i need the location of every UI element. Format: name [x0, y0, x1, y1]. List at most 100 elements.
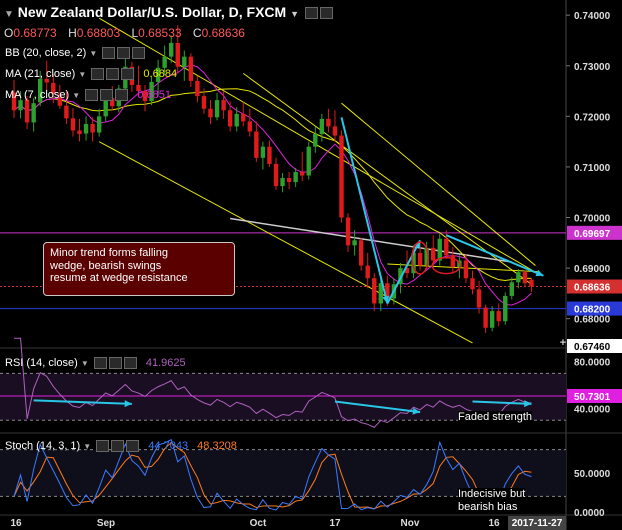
stoch-d-line	[13, 441, 532, 510]
x-current-date-bg	[508, 516, 566, 530]
candle-body	[345, 217, 351, 246]
symbol-menu-chevron-icon[interactable]: ▼	[290, 9, 299, 19]
ma21-line	[13, 88, 532, 282]
candle-body	[44, 78, 49, 83]
candle-body	[509, 282, 514, 296]
chevron-down-icon: ▼	[80, 359, 89, 368]
symbol-title: New Zealand Dollar/U.S. Dollar, D, FXCM	[17, 4, 287, 20]
x-current-date: 2017-11-27	[512, 518, 563, 529]
gear-icon[interactable]	[106, 68, 120, 81]
chevron-down-icon: ▼	[78, 70, 87, 79]
callout-line: Minor trend forms falling	[50, 247, 168, 259]
candle-body	[470, 278, 475, 290]
candle-body	[300, 171, 305, 176]
trend-line	[98, 141, 473, 344]
candle-body	[51, 82, 56, 95]
eye-icon[interactable]	[102, 47, 116, 60]
stoch-tick-label: 50.0000	[574, 469, 611, 480]
highlight-ellipse	[411, 241, 429, 275]
close-icon[interactable]	[132, 47, 146, 60]
settings-icon[interactable]	[304, 7, 318, 20]
candle-body	[227, 110, 233, 127]
chevron-down-icon: ▼	[72, 91, 81, 100]
candle-body	[24, 99, 30, 123]
bb-legend[interactable]: BB (20, close, 2) ▼	[5, 47, 146, 60]
rsi-arrow-head	[412, 407, 421, 415]
candle-body	[57, 94, 63, 106]
candle-body	[31, 103, 36, 123]
ma7-legend[interactable]: MA (7, close) ▼ 0.6851	[5, 89, 171, 102]
close-icon[interactable]	[123, 357, 137, 370]
candle-body	[155, 67, 161, 82]
gear-icon[interactable]	[117, 47, 131, 60]
candle-body	[378, 283, 383, 304]
rsi-legend[interactable]: RSI (14, close) ▼ 41.9625	[5, 357, 186, 370]
eye-icon[interactable]	[91, 68, 105, 81]
candle-body	[234, 113, 239, 127]
trend-arrow	[340, 117, 389, 304]
candle-body	[417, 252, 423, 266]
stoch-legend[interactable]: Stoch (14, 3, 1) ▼ 44.7043 48.3208	[5, 440, 237, 453]
add-scale-icon: +	[560, 337, 566, 349]
candle-body	[293, 171, 298, 183]
rsi-label: RSI (14, close)	[5, 357, 78, 369]
trend-arrow-head	[535, 269, 544, 277]
candle-body	[77, 130, 82, 135]
stoch-note: Indecisive but bearish bias	[458, 488, 526, 514]
candle-body	[90, 123, 95, 133]
price-label-bg	[567, 339, 622, 353]
trend-arrow	[386, 239, 421, 304]
candle-body	[136, 84, 141, 92]
y-tick-label: 0.74000	[574, 11, 611, 22]
eye-icon[interactable]	[85, 89, 99, 102]
callout-line: resume at wedge resistance	[50, 272, 188, 284]
candle-body	[516, 272, 521, 283]
candle-body	[411, 252, 416, 274]
ma21-value: 0.6884	[143, 68, 178, 80]
ohlc-open: 0.68773	[13, 26, 57, 40]
close-icon[interactable]	[121, 68, 135, 81]
price-label-bg	[567, 225, 622, 240]
candle-body	[162, 56, 167, 68]
candle-body	[188, 56, 194, 81]
candle-body	[280, 178, 285, 187]
candle-body	[365, 265, 370, 279]
rsi-note: Faded strength	[458, 411, 532, 423]
candle-body	[103, 98, 108, 117]
candle-body	[175, 42, 180, 67]
eye-icon[interactable]	[96, 440, 110, 453]
ma7-label: MA (7, close)	[5, 89, 70, 101]
ohlc-high-key: H	[68, 26, 77, 40]
candle-body	[424, 247, 429, 266]
eye-icon[interactable]	[93, 357, 107, 370]
y-tick-label: 0.73000	[574, 62, 611, 73]
stoch-label: Stoch (14, 3, 1)	[5, 440, 81, 452]
gear-icon[interactable]	[111, 440, 125, 453]
collapse-icon[interactable]: ▼	[4, 9, 14, 20]
stoch-tick-label: 0.0000	[574, 508, 605, 519]
x-tick-label: 16	[488, 518, 500, 529]
ma21-legend[interactable]: MA (21, close) ▼ 0.6884	[5, 68, 178, 81]
rsi-value: 41.9625	[145, 357, 186, 369]
callout-line: wedge, bearish swings	[50, 259, 162, 272]
price-label-text: 0.68200	[574, 305, 611, 316]
close-icon[interactable]	[126, 440, 140, 453]
rsi-value-label: 50.7301	[574, 392, 611, 403]
stoch-k-line	[13, 438, 532, 511]
candle-body	[11, 92, 17, 111]
candle-body	[201, 96, 207, 109]
gear-icon[interactable]	[108, 357, 122, 370]
candle-body	[286, 178, 292, 183]
candle-body	[241, 113, 246, 122]
close-icon[interactable]	[115, 89, 129, 102]
gear-icon[interactable]	[100, 89, 114, 102]
wedge-callout: Minor trend forms falling wedge, bearish…	[43, 242, 235, 296]
price-label-text: 0.68636	[574, 283, 611, 294]
x-tick-label: 16	[10, 518, 22, 529]
candle-body	[182, 56, 187, 67]
rsi-arrow	[472, 400, 532, 405]
properties-icon[interactable]	[319, 7, 333, 20]
candle-body	[352, 240, 357, 246]
